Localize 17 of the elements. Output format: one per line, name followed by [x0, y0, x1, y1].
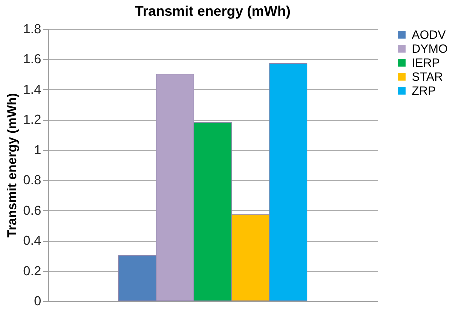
y-axis-title: Transmit energy (mWh) [4, 93, 20, 238]
y-tick-label: 1.4 [23, 82, 42, 97]
y-tick-label: 1.8 [23, 22, 42, 36]
y-tick-label: 0.2 [23, 263, 42, 278]
legend-label: DYMO [412, 42, 448, 56]
legend-label: IERP [412, 56, 440, 70]
legend-label: ZRP [412, 84, 436, 98]
y-tick-label: 1 [34, 142, 42, 158]
y-tick-label: 0.4 [23, 233, 42, 248]
y-tick-label: 0 [34, 294, 42, 308]
y-tick-label: 0.8 [23, 172, 42, 188]
y-tick-label: 1.2 [23, 112, 42, 128]
legend-label: AODV [412, 28, 446, 42]
y-tick-label: 1.6 [23, 52, 42, 67]
chart-title: Transmit energy (mWh) [135, 3, 291, 19]
legend-label: STAR [412, 70, 444, 84]
y-tick-label: 0.6 [23, 202, 42, 218]
